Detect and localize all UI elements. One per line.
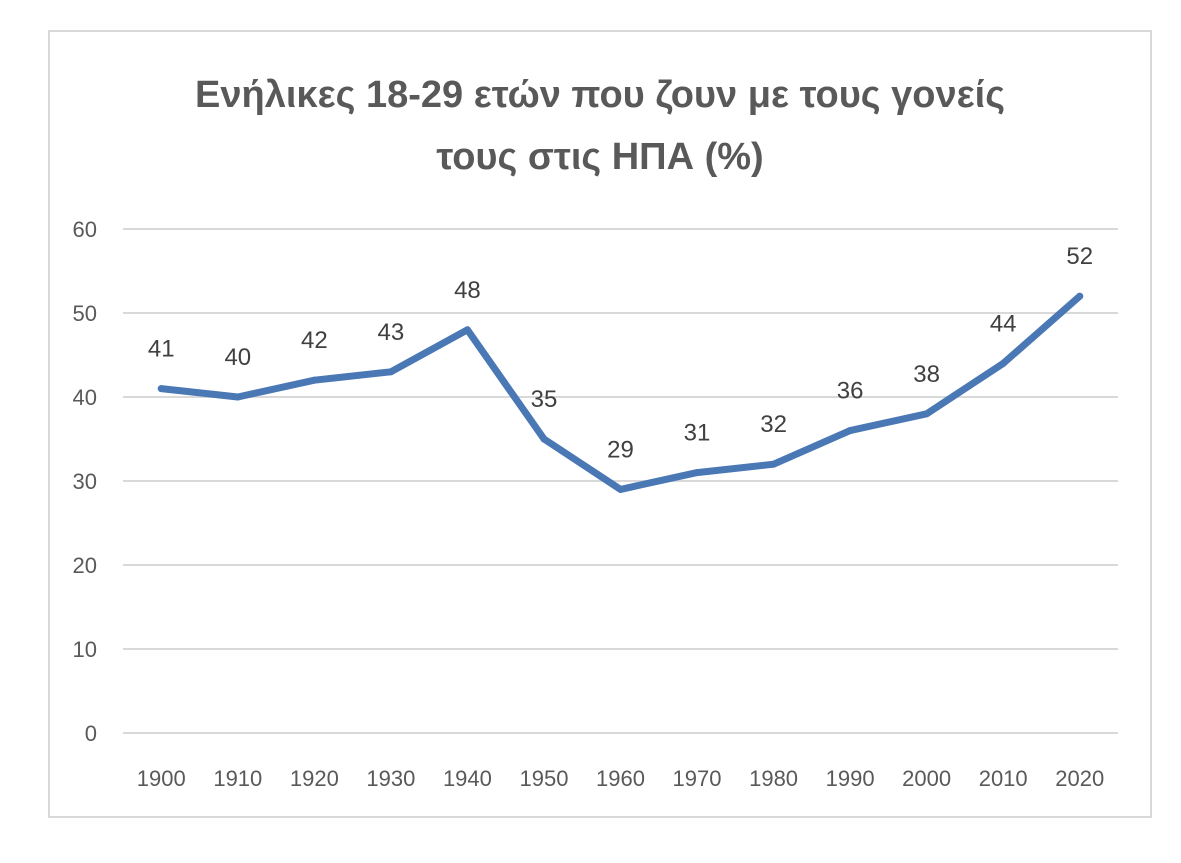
data-point-2000 — [923, 410, 931, 418]
data-label-1920: 42 — [301, 327, 328, 354]
gridlines — [123, 228, 1118, 734]
x-tick-label-1960: 1960 — [596, 766, 645, 791]
data-point-2020 — [1076, 292, 1084, 300]
y-axis-tick-labels: 0 10 20 30 40 50 60 — [73, 217, 97, 746]
x-tick-label-1900: 1900 — [137, 766, 186, 791]
data-point-1930 — [387, 368, 395, 376]
data-labels: 41 40 42 43 48 35 29 31 32 36 38 44 52 — [148, 243, 1093, 463]
x-tick-label-1930: 1930 — [366, 766, 415, 791]
data-point-2010 — [999, 359, 1007, 367]
data-point-1900 — [157, 385, 165, 393]
data-point-1920 — [310, 376, 318, 384]
x-tick-label-1980: 1980 — [749, 766, 798, 791]
data-point-1990 — [846, 427, 854, 435]
x-tick-label-2010: 2010 — [979, 766, 1028, 791]
y-tick-label-10: 10 — [73, 637, 97, 662]
chart-frame — [48, 30, 1152, 818]
chart-title-line-1: Ενήλικες 18-29 ετών που ζουν με τους γον… — [195, 74, 1005, 116]
data-point-1960 — [617, 485, 624, 493]
x-tick-label-2000: 2000 — [902, 766, 951, 791]
data-label-1910: 40 — [224, 344, 251, 371]
data-point-1970 — [693, 469, 701, 477]
y-tick-label-40: 40 — [73, 385, 97, 410]
data-label-2010: 44 — [990, 310, 1017, 337]
x-tick-label-1990: 1990 — [826, 766, 875, 791]
chart-title-line-2: τους στις ΗΠΑ (%) — [436, 136, 764, 178]
data-label-1980: 32 — [760, 411, 787, 438]
data-point-1940 — [463, 326, 471, 334]
data-label-1930: 43 — [378, 319, 405, 346]
y-tick-label-0: 0 — [85, 721, 97, 746]
data-point-1950 — [540, 435, 548, 443]
y-tick-label-20: 20 — [73, 553, 97, 578]
x-tick-label-2020: 2020 — [1055, 766, 1104, 791]
x-tick-label-1970: 1970 — [673, 766, 722, 791]
data-label-1950: 35 — [531, 386, 558, 413]
y-tick-label-30: 30 — [73, 469, 97, 494]
data-point-1910 — [234, 393, 242, 401]
y-tick-label-50: 50 — [73, 301, 97, 326]
chart-title: Ενήλικες 18-29 ετών που ζουν με τους γον… — [48, 64, 1152, 188]
data-label-1990: 36 — [837, 378, 864, 405]
data-label-1970: 31 — [684, 420, 711, 447]
x-axis-tick-labels: 1900 1910 1920 1930 1940 1950 1960 1970 1980 1990… — [137, 766, 1104, 791]
x-tick-label-1920: 1920 — [290, 766, 339, 791]
y-tick-label-60: 60 — [73, 217, 97, 242]
data-point-1980 — [770, 460, 778, 468]
series-line-layer — [157, 292, 1084, 493]
data-label-2020: 52 — [1066, 243, 1093, 270]
data-label-1940: 48 — [454, 277, 481, 304]
data-label-1960: 29 — [607, 436, 634, 463]
x-tick-label-1910: 1910 — [213, 766, 262, 791]
data-label-1900: 41 — [148, 336, 175, 363]
x-tick-label-1950: 1950 — [519, 766, 568, 791]
x-tick-label-1940: 1940 — [443, 766, 492, 791]
data-label-2000: 38 — [913, 361, 940, 388]
